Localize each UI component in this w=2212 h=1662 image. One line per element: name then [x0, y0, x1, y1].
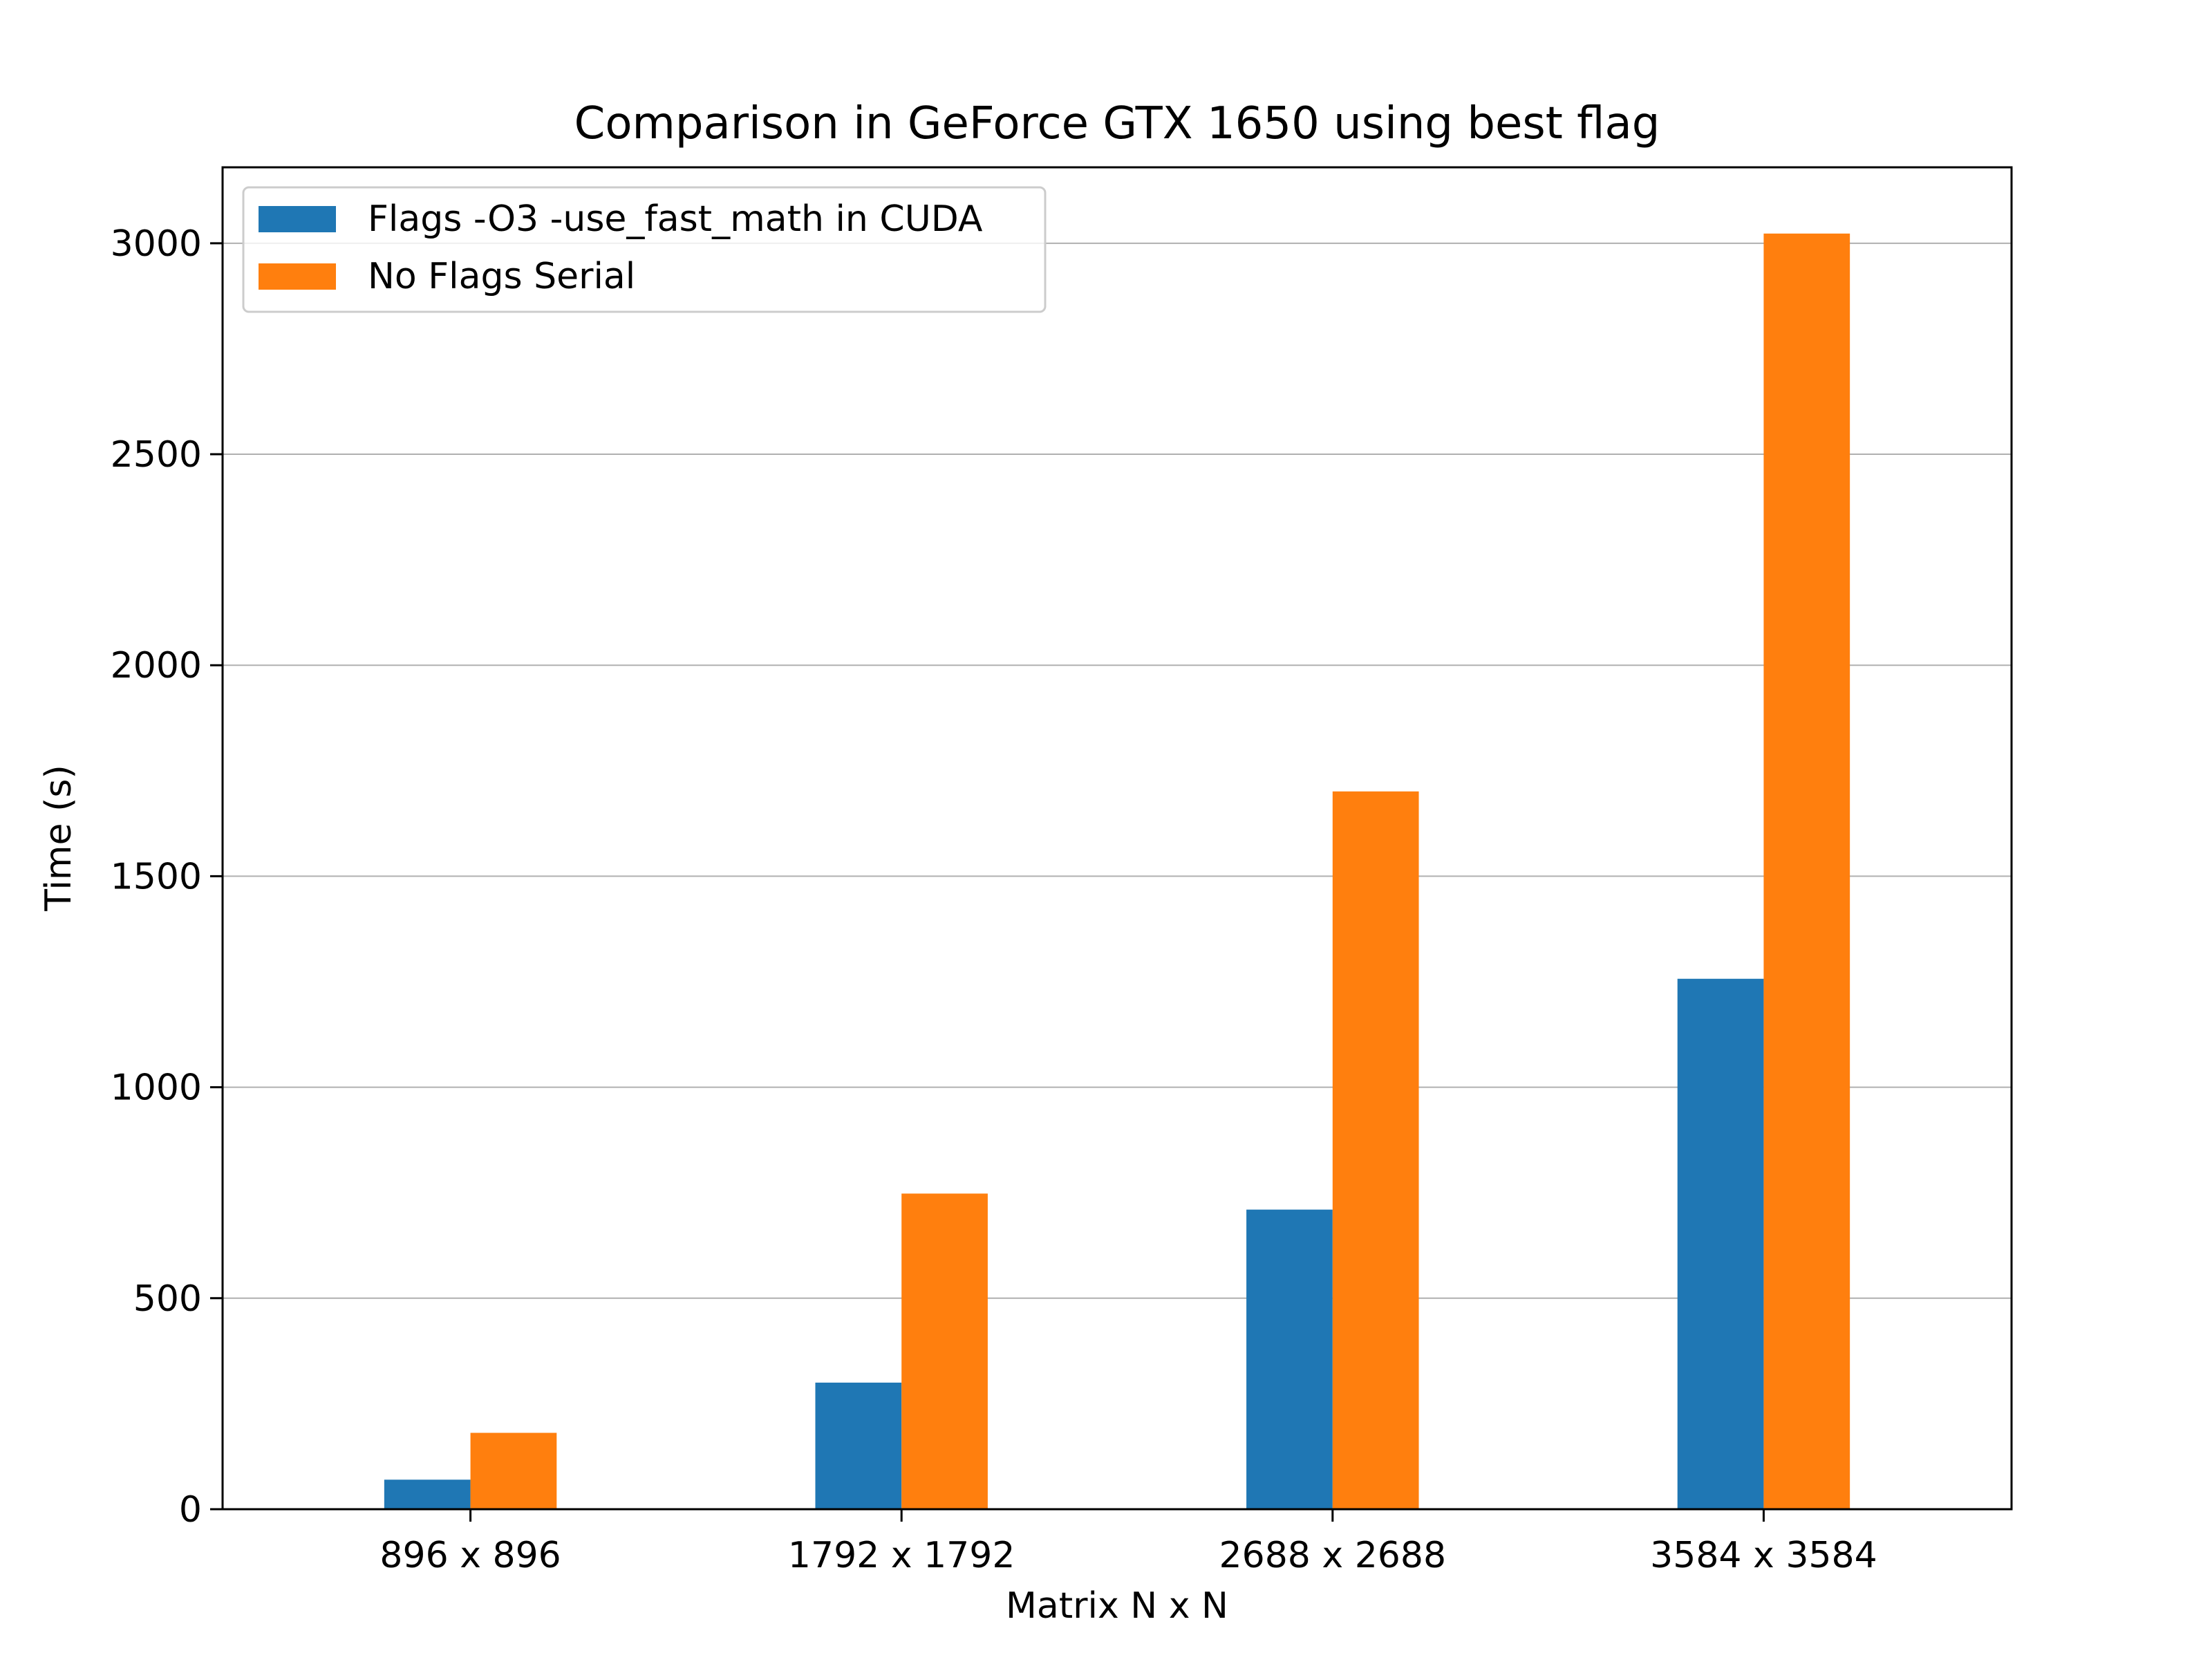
- legend-label-cuda: Flags -O3 -use_fast_math in CUDA: [368, 198, 983, 240]
- x-axis-ticks: 896 x 896 1792 x 1792 2688 x 2688 3584 x 35…: [379, 1509, 1877, 1576]
- chart-title: Comparison in GeForce GTX 1650 using bes…: [574, 98, 1660, 149]
- y-axis-ticks: 0 500 1000 1500 2000 2500 3000: [111, 223, 223, 1531]
- x-tick-label: 2688 x 2688: [1219, 1535, 1447, 1576]
- legend-box: [242, 186, 1047, 313]
- y-tick-label: 2000: [111, 645, 202, 687]
- bar-serial: [901, 1193, 988, 1509]
- bar-serial: [1332, 791, 1419, 1509]
- legend: Flags -O3 -use_fast_math in CUDA No Flag…: [242, 186, 1047, 313]
- bar-cuda: [1677, 978, 1764, 1509]
- bars: [384, 233, 1850, 1510]
- x-tick-label: 896 x 896: [379, 1535, 561, 1576]
- x-tick-label: 3584 x 3584: [1650, 1535, 1877, 1576]
- x-tick-label: 1792 x 1792: [788, 1535, 1015, 1576]
- legend-label-serial: No Flags Serial: [368, 256, 635, 297]
- bar-cuda: [815, 1382, 902, 1509]
- y-tick-label: 2500: [111, 434, 202, 476]
- bar-serial: [470, 1432, 557, 1509]
- bar-serial: [1763, 233, 1850, 1510]
- plot-frame: [221, 166, 2013, 1511]
- y-tick-label: 3000: [111, 223, 202, 265]
- y-tick-label: 1500: [111, 856, 202, 897]
- legend-swatch-cuda: [259, 206, 336, 232]
- bar-cuda: [1246, 1209, 1333, 1509]
- bar-cuda: [384, 1479, 471, 1509]
- y-tick-label: 500: [133, 1278, 202, 1320]
- y-tick-label: 1000: [111, 1067, 202, 1109]
- y-tick-label: 0: [179, 1489, 202, 1531]
- y-axis-label: Time (s): [38, 765, 79, 911]
- legend-swatch-serial: [259, 263, 336, 290]
- x-axis-label: Matrix N x N: [1006, 1585, 1228, 1627]
